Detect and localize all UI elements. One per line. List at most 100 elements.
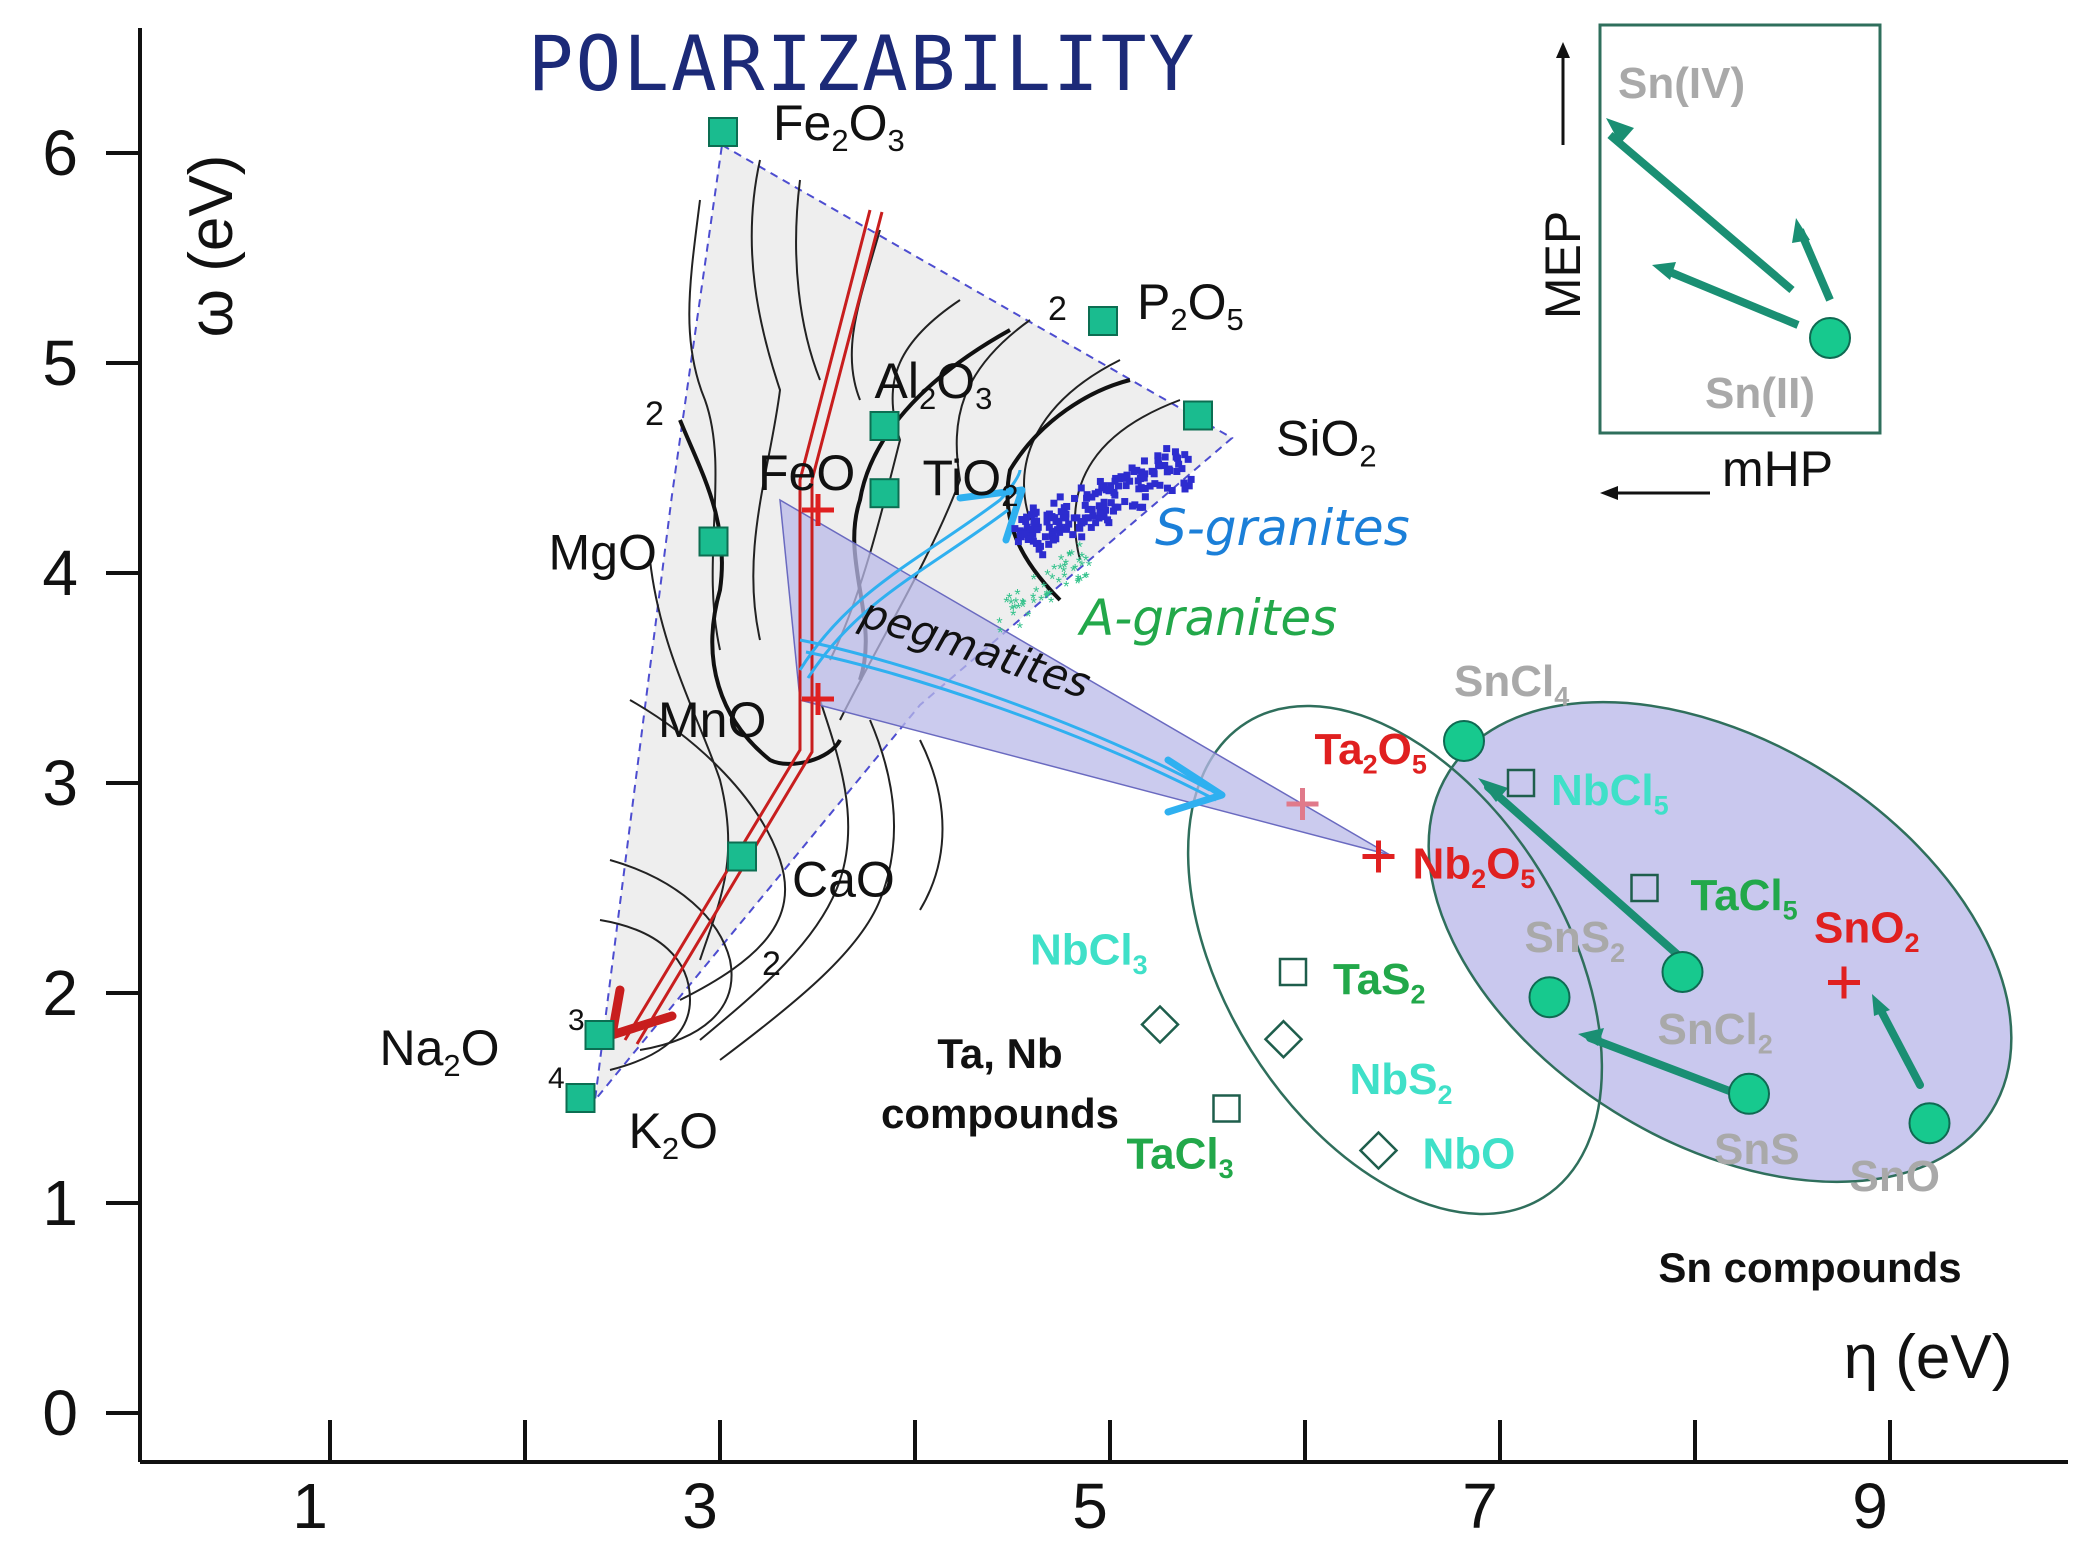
s-granite-point: [1161, 461, 1169, 469]
a-granite-point: *: [1061, 565, 1067, 582]
a-granite-point: *: [1049, 571, 1055, 588]
a-granite-point: *: [1076, 555, 1082, 572]
sn-red-point: [1828, 966, 1860, 999]
a-granite-point: *: [1058, 553, 1064, 570]
axes: [138, 28, 2068, 1464]
s-granite-point: [1095, 502, 1103, 510]
s-granite-point: [1056, 493, 1064, 501]
s-granite-point: [1055, 517, 1063, 525]
s-granite-point: [1062, 510, 1070, 518]
s-granite-point: [1063, 523, 1071, 531]
s-granite-point: [1137, 484, 1145, 492]
tanb-square-label: TaCl3: [1127, 1130, 1234, 1185]
a-granite-point: *: [1041, 580, 1047, 597]
y-tick-label: 4: [42, 537, 78, 609]
a-granite-point: *: [997, 625, 1003, 642]
y-tick-label: 6: [42, 117, 78, 189]
s-granite-point: [1181, 451, 1189, 459]
s-granite-point: [1036, 542, 1044, 550]
s-granite-point: [1033, 526, 1041, 534]
a-granite-point: *: [1013, 596, 1019, 613]
a-granite-point: *: [1074, 576, 1080, 593]
s-granite-point: [1039, 551, 1047, 559]
s-granite-point: [1102, 486, 1110, 494]
sn-circle-label: SnCl4: [1454, 657, 1569, 712]
s-granite-point: [1178, 465, 1186, 473]
a-granite-point: *: [1048, 595, 1054, 612]
s-granite-point: [1155, 460, 1163, 468]
oxide-marker: [869, 411, 900, 441]
a-granite-point: *: [1082, 570, 1088, 587]
tanb-square: [1278, 957, 1308, 987]
y-tick-label: 3: [42, 747, 78, 819]
x-tick-label: 7: [1462, 1470, 1498, 1542]
tanb-square-label: TaS2: [1333, 955, 1425, 1010]
s-granite-point: [1088, 505, 1096, 513]
a-granite-point: *: [1077, 540, 1083, 557]
s-granite-point: [1154, 452, 1162, 460]
s-granite-point: [1032, 508, 1040, 516]
a-granite-point: *: [1038, 593, 1044, 610]
s-granite-point: [1161, 453, 1169, 461]
tanb-red-label: Ta2O5: [1315, 725, 1427, 780]
s-granite-point: [1029, 525, 1037, 533]
contour-label: 2: [1048, 290, 1067, 328]
inset-bottom-label: Sn(II): [1705, 369, 1815, 418]
s-granite-point: [1136, 475, 1144, 483]
s-granite-point: [1080, 518, 1088, 526]
y-tick-label: 2: [42, 957, 78, 1029]
a-granites-cloud: ***** ***** ******** ******************** **…: [996, 540, 1092, 642]
a-granite-point: *: [1014, 587, 1020, 604]
tanb-points: Ta2O5 Nb2O5 NbCl5 TaCl5 TaS2 TaCl3 NbCl3 NbS2 Nb…: [1030, 725, 1798, 1184]
oxide-marker: [802, 494, 834, 526]
sn-circle-label: SnS: [1714, 1125, 1800, 1174]
oxide-marker: [584, 1020, 615, 1050]
s-granite-point: [1168, 487, 1176, 495]
s-granite-point: [1041, 533, 1049, 541]
s-granite-point: [1100, 513, 1108, 521]
s-granite-point: [1018, 516, 1026, 524]
a-granite-point: *: [1086, 559, 1092, 576]
a-granite-point: *: [1056, 575, 1062, 592]
y-axis-ticks: 0 1 2 3 4 5 6: [42, 117, 140, 1449]
s-granite-point: [1073, 514, 1081, 522]
s-granite-point: [1029, 504, 1037, 512]
y-tick-label: 1: [42, 1167, 78, 1239]
tanb-red-label: Nb2O5: [1413, 840, 1536, 895]
oxide-label: P2O5: [1137, 274, 1244, 337]
x-tick-label: 1: [292, 1470, 328, 1542]
s-granite-point: [1062, 514, 1070, 522]
a-granite-point: *: [1075, 574, 1081, 591]
a-granite-point: *: [1044, 589, 1050, 606]
s-granite-point: [1043, 518, 1051, 526]
s-granite-point: [1100, 498, 1108, 506]
s-granite-point: [1146, 482, 1154, 490]
s-granite-point: [1140, 474, 1148, 482]
s-granite-point: [1141, 484, 1149, 492]
s-granite-point: [1122, 482, 1130, 490]
s-granite-point: [1057, 508, 1065, 516]
s-granite-point: [1131, 501, 1139, 509]
oxide-label: Al2O3: [875, 353, 993, 416]
s-granite-point: [1096, 477, 1104, 485]
s-granite-point: [1126, 477, 1134, 485]
s-granite-point: [1045, 540, 1053, 548]
contour-lines: [599, 159, 1181, 1071]
s-granite-point: [1095, 514, 1103, 522]
tanb-square: [1630, 873, 1659, 903]
s-granite-point: [1100, 482, 1108, 490]
sn-circle: [1728, 1072, 1770, 1115]
s-granite-point: [1121, 498, 1129, 506]
s-granite-point: [1100, 502, 1108, 510]
oxide-marker: [1088, 306, 1118, 336]
sn-points: SnCl4 SnS2 SnCl2 SnS SnO SnO2: [1443, 657, 1951, 1201]
s-granite-point: [1121, 474, 1129, 482]
s-granite-point: [1033, 517, 1041, 525]
s-granite-point: [1102, 506, 1110, 514]
tanb-diamond-label: NbO: [1423, 1130, 1516, 1179]
sn-red-label: SnO2: [1814, 904, 1919, 959]
a-granite-point: *: [1017, 621, 1023, 638]
oxide-marker: [698, 526, 729, 557]
y-tick-label: 0: [42, 1377, 78, 1449]
s-granite-point: [1187, 475, 1195, 483]
